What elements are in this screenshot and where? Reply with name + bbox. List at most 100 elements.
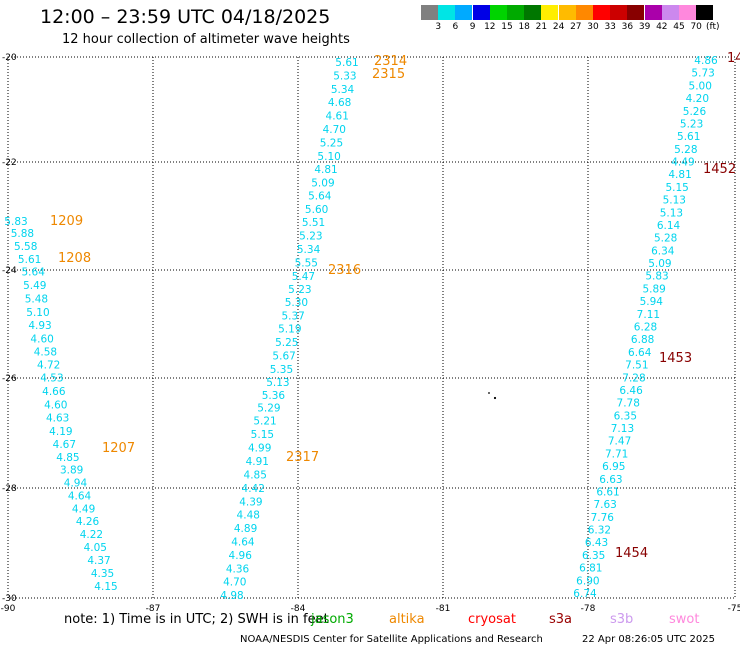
pass-time-label: 2315: [372, 67, 405, 82]
scale-unit: (ft): [706, 22, 720, 32]
wave-height-value: 7.28: [622, 372, 645, 384]
scale-label: 6: [452, 22, 459, 32]
scale-swatch: [489, 5, 507, 20]
wave-height-value: 5.89: [642, 283, 665, 295]
satellite-legend-item: swot: [669, 612, 700, 627]
wave-height-value: 4.98: [220, 590, 243, 602]
wave-height-value: 6.64: [628, 347, 652, 359]
wave-height-value: 5.60: [305, 204, 328, 216]
scale-swatch: [472, 5, 490, 20]
scale-label: 21: [535, 22, 548, 32]
wave-height-value: 4.36: [226, 563, 250, 575]
wave-height-value: 4.61: [326, 111, 349, 123]
wave-height-value: 5.83: [645, 271, 668, 283]
wave-height-value: 7.51: [625, 360, 648, 372]
wave-height-value: 4.81: [314, 164, 337, 176]
wave-height-value: 6.28: [634, 322, 657, 334]
jason3-label: jason3: [311, 612, 354, 627]
scale-label: 70: [690, 22, 702, 32]
lon-label: -78: [581, 604, 596, 614]
wave-height-value: 4.81: [668, 169, 691, 181]
wave-height-value: 4.58: [34, 347, 57, 359]
pass-time-label: 1207: [102, 441, 135, 456]
scale-label: 36: [621, 22, 634, 32]
wave-height-value: 4.70: [223, 577, 246, 589]
satellite-legend-item: altika: [389, 612, 425, 627]
wave-height-value: 6.90: [576, 575, 599, 587]
wave-height-value: 4.48: [237, 510, 260, 522]
wave-height-value: 4.60: [44, 399, 67, 411]
wave-height-value: 5.15: [665, 182, 688, 194]
wave-height-value: 7.13: [611, 423, 634, 435]
wave-height-value: 5.19: [278, 324, 301, 336]
island-dot: [493, 396, 497, 400]
wave-height-value: 4.49: [671, 157, 694, 169]
wave-height-value: 5.34: [297, 244, 321, 256]
wave-height-value: 5.26: [683, 106, 707, 118]
lon-label: -90: [1, 604, 16, 614]
page-title: 12:00 – 23:59 UTC 04/18/2025: [40, 6, 331, 28]
wave-height-value: 4.72: [37, 360, 60, 372]
wave-height-value: 4.85: [244, 469, 267, 481]
scale-label: 9: [469, 22, 476, 32]
wave-height-value: 5.10: [26, 307, 49, 319]
wave-height-value: 5.23: [680, 118, 703, 130]
scale-swatch: [610, 5, 628, 20]
wave-height-value: 4.94: [64, 478, 88, 490]
wave-height-value: 6.35: [614, 410, 637, 422]
wave-height-value: 5.37: [281, 310, 304, 322]
scale-label: 18: [518, 22, 530, 32]
wave-height-value: 3.89: [60, 465, 83, 477]
wave-height-value: 4.96: [229, 550, 253, 562]
wave-height-value: 5.09: [648, 258, 671, 270]
scale-label: 27: [570, 22, 582, 32]
lat-label: -28: [2, 484, 17, 494]
wave-height-value: 5.47: [292, 271, 315, 283]
scale-swatch: [593, 5, 610, 20]
pass-time-label: 1453: [659, 351, 692, 366]
wave-height-value: 5.49: [23, 280, 46, 292]
wave-height-value: 5.61: [18, 254, 41, 266]
pass-time-label: 1208: [58, 251, 91, 266]
wave-height-value: 4.85: [56, 452, 79, 464]
lat-label: -22: [2, 158, 17, 168]
scale-label: 15: [501, 22, 513, 32]
wave-height-value: 5.94: [640, 296, 664, 308]
scale-swatch: [696, 5, 714, 20]
wave-height-value: 4.37: [87, 555, 110, 567]
wave-height-value: 7.11: [637, 309, 660, 321]
wave-height-value: 4.70: [323, 124, 346, 136]
wave-height-value: 7.76: [591, 512, 615, 524]
wave-height-value: 5.23: [299, 231, 322, 243]
pass-time-label: 1452: [703, 162, 736, 177]
wave-height-value: 4.66: [42, 386, 66, 398]
wave-height-value: 5.64: [308, 191, 332, 203]
scale-swatch: [661, 5, 679, 20]
wave-height-value: 6.95: [602, 461, 625, 473]
scale-label: 12: [484, 22, 496, 32]
credit-text: NOAA/NESDIS Center for Satellite Applica…: [240, 634, 543, 645]
wave-height-value: 4.42: [242, 483, 265, 495]
scale-swatch: [524, 5, 542, 20]
wave-height-value: 6.61: [596, 486, 619, 498]
wave-height-value: 4.89: [234, 523, 257, 535]
scale-swatch: [558, 5, 576, 20]
wave-height-value: 6.14: [657, 220, 681, 232]
wave-height-value: 7.63: [593, 499, 616, 511]
wave-height-value: 6.74: [573, 588, 597, 600]
scale-label: 39: [638, 22, 651, 32]
credit-date: 22 Apr 08:26:05 UTC 2025: [582, 634, 715, 645]
wave-height-value: 5.48: [25, 293, 48, 305]
wave-height-value: 4.15: [94, 581, 117, 593]
scale-swatch: [575, 5, 593, 20]
wave-height-value: 4.64: [231, 537, 255, 549]
scale-swatch: [507, 5, 524, 20]
lon-label: -84: [291, 604, 306, 614]
wave-height-value: 4.63: [46, 413, 69, 425]
wave-height-value: 5.09: [311, 177, 334, 189]
scale-swatch: [644, 5, 662, 20]
wave-height-value: 4.99: [248, 443, 271, 455]
wave-height-value: 6.35: [582, 550, 605, 562]
